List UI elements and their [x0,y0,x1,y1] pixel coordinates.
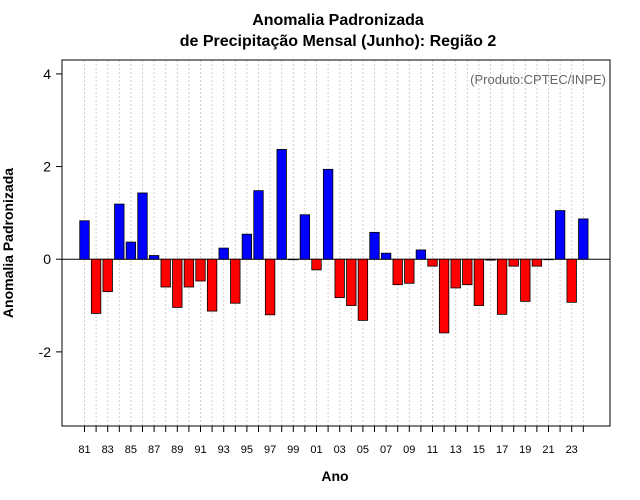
bar-1997 [264,258,276,316]
bar-1994 [230,258,241,304]
x-tick-label: 95 [241,444,253,456]
bar-1990 [183,258,195,288]
x-tick-label: 23 [566,444,578,456]
y-axis: -2 0 2 4 [39,66,62,360]
bar-2005 [357,258,369,321]
x-tick-label: 91 [194,444,206,456]
x-axis: 81 83 85 87 89 91 93 95 97 99 01 03 05 07 09 11 13 15 17 19… [78,426,584,456]
x-tick-label: 07 [380,444,392,456]
x-tick-label: 13 [450,444,462,456]
bar-2017 [496,258,508,315]
bar-1984 [114,203,125,260]
bar-2004 [346,258,357,306]
bars [79,149,589,334]
x-tick-label: 81 [78,444,90,456]
bar-2012 [438,258,450,334]
bar-1989 [172,258,183,308]
bar-2000 [299,214,311,260]
x-tick-label: 97 [264,444,276,456]
x-tick-label: 09 [403,444,415,456]
bar-1992 [206,258,218,312]
x-tick-label: 17 [496,444,508,456]
y-tick-label: 4 [43,66,51,82]
bar-1995 [241,233,253,260]
x-tick-label: 05 [357,444,369,456]
chart-title: Anomalia Padronizada [252,12,424,29]
x-tick-label: 85 [125,444,137,456]
x-tick-label: 83 [102,444,114,456]
plot-frame [61,59,611,427]
bar-2014 [462,258,473,286]
chart-subtitle: de Precipitação Mensal (Junho): Região 2 [180,33,497,50]
bar-2020 [531,258,543,267]
bar-2013 [450,258,461,289]
x-axis-title: Ano [321,468,348,484]
bar-1981 [79,220,90,260]
bar-1996 [253,190,264,260]
bar-2006 [369,231,380,260]
bar-2023 [566,258,577,303]
product-annotation: (Produto:CPTEC/INPE) [470,72,606,87]
bar-2022 [554,210,566,260]
y-axis-title: Anomalia Padronizada [0,168,16,318]
bar-2019 [520,258,531,302]
bar-2015 [473,258,485,306]
bar-2003 [334,258,345,299]
x-tick-label: 87 [148,444,160,456]
bar-1993 [218,247,229,260]
bar-2011 [427,258,438,267]
x-tick-label: 21 [542,444,554,456]
y-tick-label: 0 [43,251,51,267]
bar-2018 [508,258,519,267]
bar-2001 [311,258,322,271]
bar-2002 [322,168,334,260]
bar-1983 [102,258,113,293]
bar-2009 [404,258,415,284]
bar-1991 [195,258,206,282]
x-tick-label: 93 [218,444,230,456]
y-tick-label: 2 [43,159,51,175]
x-tick-label: 01 [310,444,322,456]
y-tick-label: -2 [39,344,52,360]
x-tick-label: 03 [334,444,346,456]
bar-1999 [288,258,299,261]
bar-1986 [137,192,148,260]
bar-1982 [90,258,102,314]
x-tick-label: 15 [473,444,485,456]
bar-2021 [543,258,554,261]
bar-1987 [148,255,160,260]
bar-2008 [392,258,403,286]
bar-1998 [276,149,287,260]
bar-2010 [415,249,427,260]
x-tick-label: 19 [519,444,531,456]
x-tick-label: 89 [171,444,183,456]
grid-lines [84,60,584,426]
x-tick-label: 11 [427,444,438,456]
bar-2007 [380,252,392,260]
bar-1988 [160,258,171,288]
bar-1985 [125,241,137,260]
x-tick-label: 99 [287,444,299,456]
bar-2016 [485,258,496,261]
bar-2024 [578,218,589,260]
